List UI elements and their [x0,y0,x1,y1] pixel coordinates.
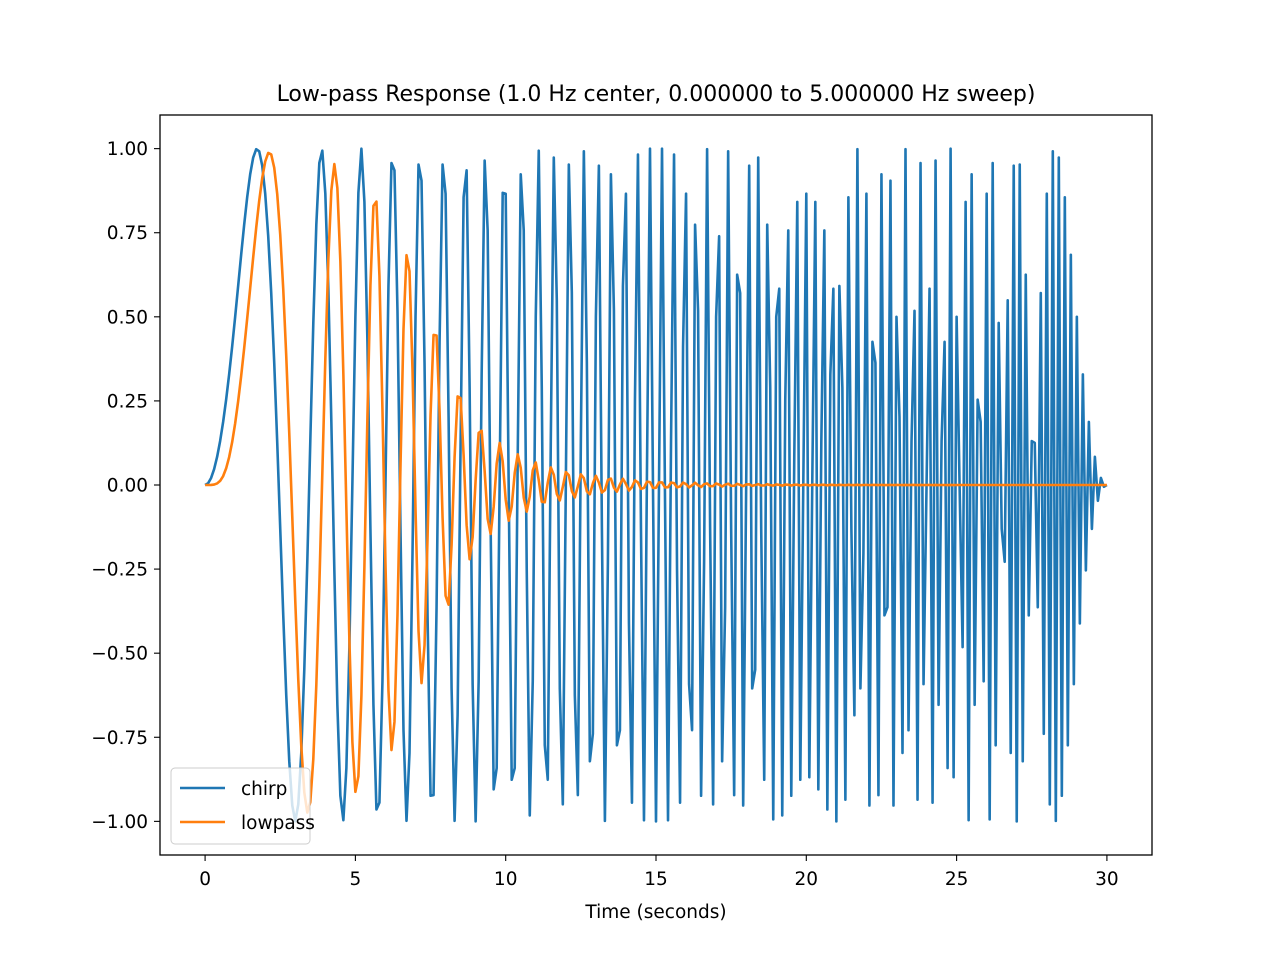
series-line-lowpass [205,151,1107,814]
x-tick-label: 0 [199,869,211,890]
y-tick-label: 0.25 [107,391,148,412]
chart-title: Low-pass Response (1.0 Hz center, 0.0000… [277,82,1036,107]
y-tick-label: −0.25 [91,560,148,581]
y-tick-label: 1.00 [107,139,148,160]
x-tick-label: 25 [945,869,969,890]
legend-label-chirp: chirp [241,779,287,800]
series-line-chirp [204,147,1108,823]
x-tick-label: 5 [350,869,362,890]
y-tick-label: 0.00 [107,476,148,497]
y-tick-label: −0.50 [91,644,148,665]
y-tick-label: 0.50 [107,307,148,328]
x-axis-label: Time (seconds) [584,902,726,923]
y-tick-label: −0.75 [91,728,148,749]
x-tick-label: 10 [494,869,518,890]
y-axis: 1.00 0.75 0.50 0.25 0.00 −0.25 −0.50 −0.75 −1.00 [91,139,160,833]
x-axis: 0 5 10 15 20 25 30 [199,855,1119,890]
legend: chirp lowpass [170,767,315,845]
x-tick-label: 15 [644,869,668,890]
legend-label-lowpass: lowpass [241,813,315,834]
y-tick-label: 0.75 [107,223,148,244]
x-tick-label: 20 [795,869,819,890]
x-tick-label: 30 [1095,869,1119,890]
y-tick-label: −1.00 [91,812,148,833]
